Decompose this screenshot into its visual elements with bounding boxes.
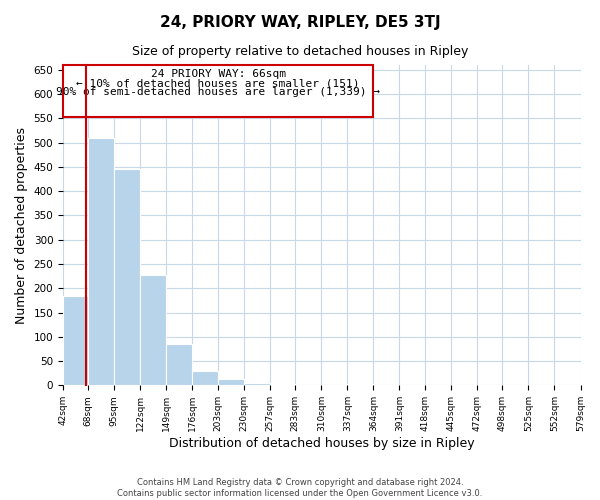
- Bar: [192, 372, 218, 386]
- Bar: [166, 344, 192, 386]
- Text: Size of property relative to detached houses in Ripley: Size of property relative to detached ho…: [132, 45, 468, 58]
- Text: ← 10% of detached houses are smaller (151): ← 10% of detached houses are smaller (15…: [76, 78, 360, 88]
- Text: 90% of semi-detached houses are larger (1,339) →: 90% of semi-detached houses are larger (…: [56, 88, 380, 98]
- X-axis label: Distribution of detached houses by size in Ripley: Distribution of detached houses by size …: [169, 437, 475, 450]
- Bar: [270, 384, 295, 386]
- Text: 24, PRIORY WAY, RIPLEY, DE5 3TJ: 24, PRIORY WAY, RIPLEY, DE5 3TJ: [160, 15, 440, 30]
- Bar: [63, 65, 373, 118]
- Bar: [244, 383, 270, 386]
- Bar: [347, 384, 373, 386]
- Bar: [88, 138, 114, 386]
- Bar: [63, 296, 88, 386]
- Text: Contains HM Land Registry data © Crown copyright and database right 2024.
Contai: Contains HM Land Registry data © Crown c…: [118, 478, 482, 498]
- Bar: [218, 379, 244, 386]
- Text: 24 PRIORY WAY: 66sqm: 24 PRIORY WAY: 66sqm: [151, 69, 286, 79]
- Bar: [114, 170, 140, 386]
- Bar: [140, 274, 166, 386]
- Y-axis label: Number of detached properties: Number of detached properties: [15, 126, 28, 324]
